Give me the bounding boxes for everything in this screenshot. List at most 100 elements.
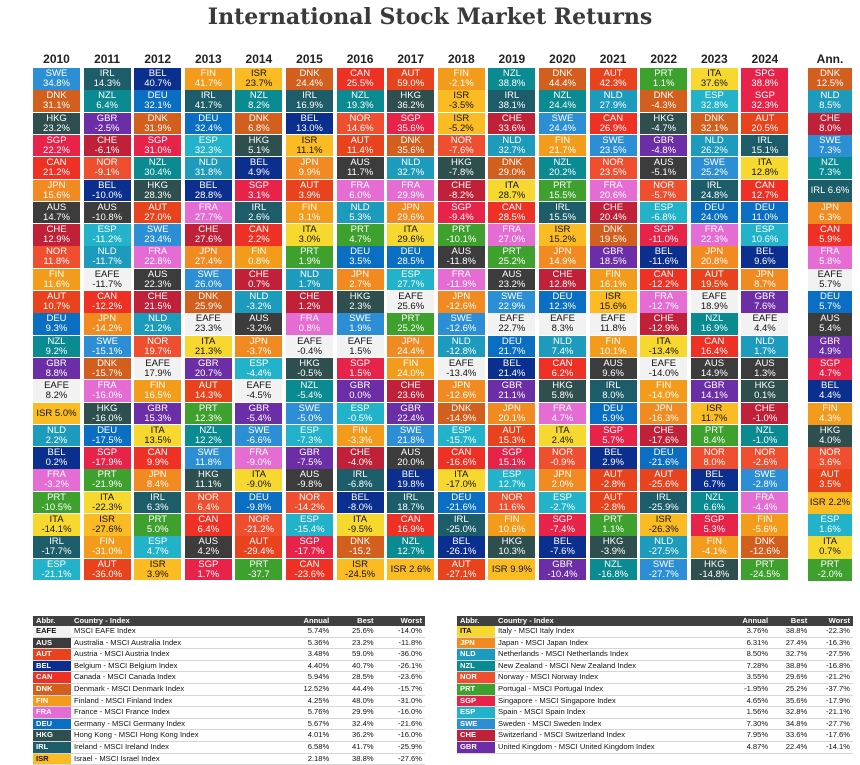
year-header: 2016 — [346, 52, 374, 66]
return-cell: DNK 24.4% — [286, 68, 333, 90]
cell-value: 15.3% — [498, 434, 526, 446]
return-cell: NLD 1.7% — [741, 335, 789, 358]
cell-value: 3.1% — [298, 211, 321, 223]
key-code-swatch: DNK — [33, 683, 71, 696]
key-best: 28.5% — [332, 671, 377, 684]
return-cell: NLD 26.2% — [690, 134, 738, 157]
cell-label: AUS — [755, 357, 775, 369]
return-cell: PRT 25.2% — [387, 313, 435, 335]
cell-label: IRL — [200, 90, 216, 102]
return-cell: GBR -7.5% — [286, 447, 333, 469]
return-cell: BEL 9.6% — [741, 246, 789, 268]
key-code-swatch: SWE — [457, 718, 495, 731]
cell-label: HKG — [299, 357, 320, 369]
key-best: 32.4% — [332, 718, 377, 731]
return-cell: SWE 34.8% — [33, 68, 80, 90]
cell-label: EAFE — [701, 291, 727, 302]
cell-label: AUT — [350, 134, 370, 146]
return-cell: DNK 19.5% — [589, 224, 637, 246]
key-worst: -21.1% — [810, 706, 853, 719]
cell-label: JPN — [553, 246, 572, 258]
cell-value: 20.5% — [751, 122, 779, 134]
cell-value: 31.0% — [144, 144, 172, 156]
cell-value: -21.2% — [243, 524, 274, 535]
cell-label: SGP — [97, 447, 118, 459]
return-cell: FIN 16.5% — [134, 380, 182, 402]
cell-label: SGP — [603, 424, 624, 436]
return-cell: CHE 21.5% — [134, 291, 182, 313]
return-cell: AUT 42.3% — [589, 68, 637, 90]
annualized-cell: CAN 5.9% — [808, 224, 852, 247]
return-cell: DEU 28.5% — [387, 246, 435, 268]
cell-value: -4.7% — [651, 122, 677, 134]
return-cell: FRA -11.9% — [437, 268, 485, 291]
return-cell: SGP 1.7% — [184, 558, 232, 581]
cell-label: AUT — [249, 536, 269, 548]
cell-value: -2.5% — [94, 122, 120, 134]
return-cell: CHE -17.6% — [640, 424, 688, 447]
return-cell: DEU -9.8% — [235, 491, 283, 514]
cell-value: -4.4% — [752, 501, 778, 513]
return-cell: ESP 10.6% — [741, 224, 789, 246]
cell-label: EAFE — [817, 268, 843, 280]
cell-value: 19.5% — [700, 278, 728, 290]
cell-value: 9.9% — [146, 457, 169, 469]
cell-value: 6.8% — [248, 122, 270, 134]
cell-label: FIN — [504, 514, 520, 525]
cell-value: -23.6% — [294, 568, 325, 580]
cell-value: -15.7% — [92, 367, 123, 379]
return-cell: HKG -3.9% — [589, 536, 637, 558]
key-annual: -1.95% — [726, 683, 772, 696]
return-cell: SWE 21.8% — [387, 424, 435, 447]
cell-value: -9.5% — [347, 524, 373, 535]
cell-label: ISR — [453, 112, 470, 124]
return-cell: EAFE 8.2% — [33, 380, 80, 402]
return-cell: SGP 5.7% — [589, 424, 637, 447]
key-code-swatch: NLD — [457, 648, 495, 661]
cell-label: SWE — [819, 134, 841, 146]
return-cell: FIN 0.8% — [235, 246, 283, 268]
return-cell: ISR -5.2% — [437, 112, 485, 135]
cell-value: 20.7% — [194, 367, 222, 379]
return-cell: HKG -14.8% — [690, 558, 738, 581]
cell-label: CHE — [299, 291, 320, 302]
return-cell: SWE -6.6% — [235, 424, 283, 447]
cell-label: FIN — [822, 402, 838, 414]
cell-label: ESP — [820, 514, 840, 525]
return-cell: JPN 14.9% — [539, 246, 586, 268]
return-cell: BEL 40.7% — [134, 68, 182, 90]
cell-label: PRT — [502, 246, 522, 258]
cell-value: -16.6% — [446, 457, 477, 469]
cell-label: DNK — [97, 357, 118, 369]
return-cell: AUT 27.0% — [134, 201, 182, 224]
key-code-swatch: FIN — [33, 695, 71, 708]
return-cell: FIN 16.1% — [589, 268, 637, 291]
cell-value: -10.1% — [446, 234, 477, 246]
cell-label: NLD — [502, 134, 522, 146]
cell-label: IRL — [99, 68, 115, 79]
cell-label: NOR — [349, 112, 371, 124]
key-country-index: Japan - MSCI Japan Index — [495, 637, 727, 650]
return-cell: CHE 20.4% — [589, 201, 637, 224]
cell-value: 31.8% — [194, 167, 222, 179]
cell-label: CAN — [754, 179, 775, 191]
cell-value: 22.9% — [498, 301, 526, 312]
cell-label: FRA — [47, 469, 66, 481]
cell-label: BEL — [401, 469, 420, 481]
cell-value: -5.6% — [752, 524, 778, 535]
key-code-swatch: PRT — [457, 683, 495, 696]
cell-value: 20.8% — [700, 256, 728, 268]
key-country-index: Belgium - MSCI Belgium Index — [71, 660, 282, 673]
cell-value: 20.1% — [498, 412, 526, 424]
cell-value: 38.8% — [498, 78, 526, 89]
cell-label: NLD — [603, 90, 623, 102]
cell-value: -5.4% — [297, 390, 322, 402]
return-cell: ESP 27.7% — [387, 268, 435, 291]
return-cell: SGP 32.3% — [741, 90, 789, 112]
cell-value: 22.8% — [144, 256, 172, 268]
cell-value: 16.9% — [700, 323, 728, 335]
key-worst: -23.6% — [376, 671, 425, 684]
key-country-index: Ireland - MSCI Ireland Index — [71, 741, 282, 754]
cell-label: SWE — [602, 134, 624, 146]
cell-value: 38.8% — [751, 78, 779, 89]
